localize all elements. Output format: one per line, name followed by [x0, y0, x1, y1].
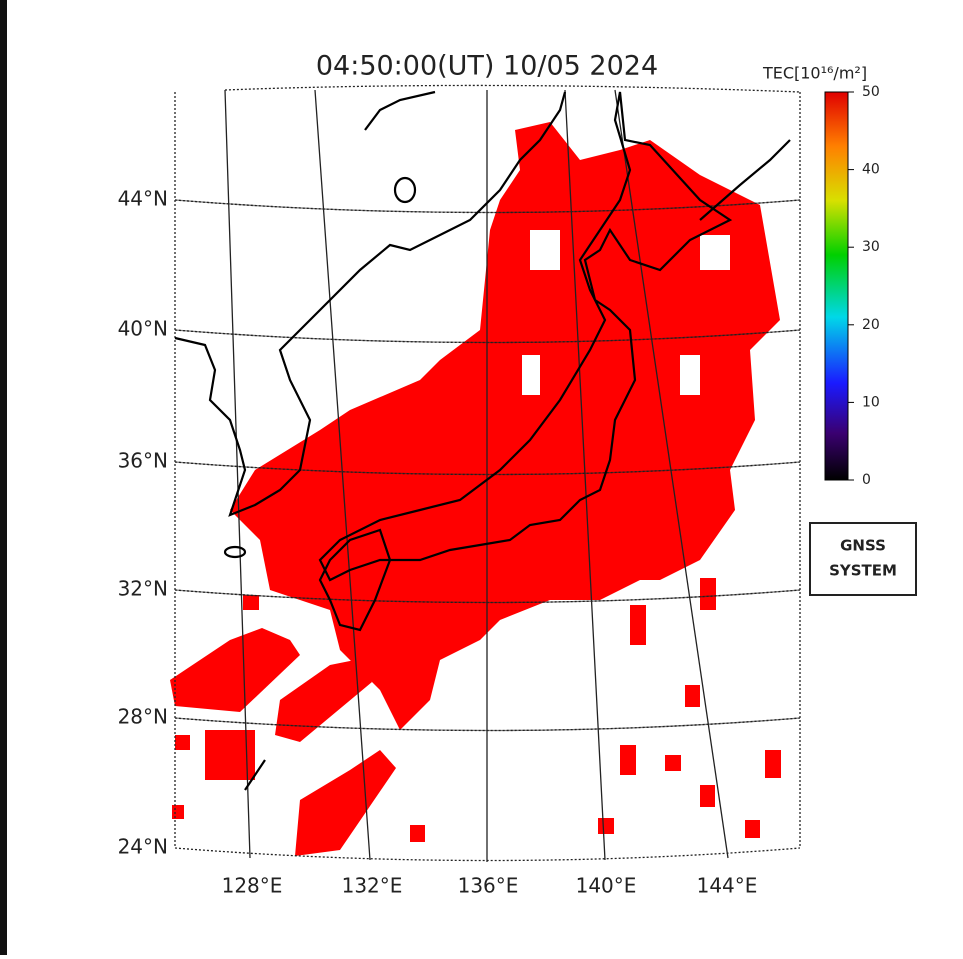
colorbar-tick-label: 10	[862, 394, 880, 410]
colorbar-tick-label: 0	[862, 472, 871, 488]
colorbar-tick-label: 30	[862, 239, 880, 255]
graticule	[174, 84, 801, 862]
lat-label: 44°N	[118, 187, 168, 211]
lat-label: 24°N	[118, 835, 168, 859]
legend-text: GNSS	[840, 537, 886, 555]
lon-label: 144°E	[697, 874, 758, 898]
lat-label: 32°N	[118, 577, 168, 601]
map-title: 04:50:00(UT) 10/05 2024	[316, 51, 658, 82]
lon-label: 140°E	[576, 874, 637, 898]
lon-label: 132°E	[342, 874, 403, 898]
legend-box	[809, 522, 917, 596]
coastlines	[174, 90, 791, 791]
lon-labels: 128°E 132°E 136°E 140°E 144°E	[222, 874, 758, 898]
colorbar-ticks: 0 10 20 30 40 50	[848, 84, 880, 488]
colorbar-tick-label: 40	[862, 162, 880, 178]
lon-label: 136°E	[458, 874, 519, 898]
legend-text: SYSTEM	[829, 562, 897, 580]
lat-label: 28°N	[118, 705, 168, 729]
lat-label: 40°N	[118, 317, 168, 341]
colorbar-label: TEC[10¹⁶/m²]	[762, 64, 867, 83]
colorbar	[824, 91, 849, 481]
coverage-gaps	[522, 230, 730, 395]
colorbar-tick-label: 50	[862, 84, 880, 100]
colorbar-tick-label: 20	[862, 317, 880, 333]
lon-label: 128°E	[222, 874, 283, 898]
lat-label: 36°N	[118, 449, 168, 473]
lat-labels: 44°N 40°N 36°N 32°N 28°N 24°N	[118, 187, 168, 859]
left-edge	[0, 0, 7, 955]
